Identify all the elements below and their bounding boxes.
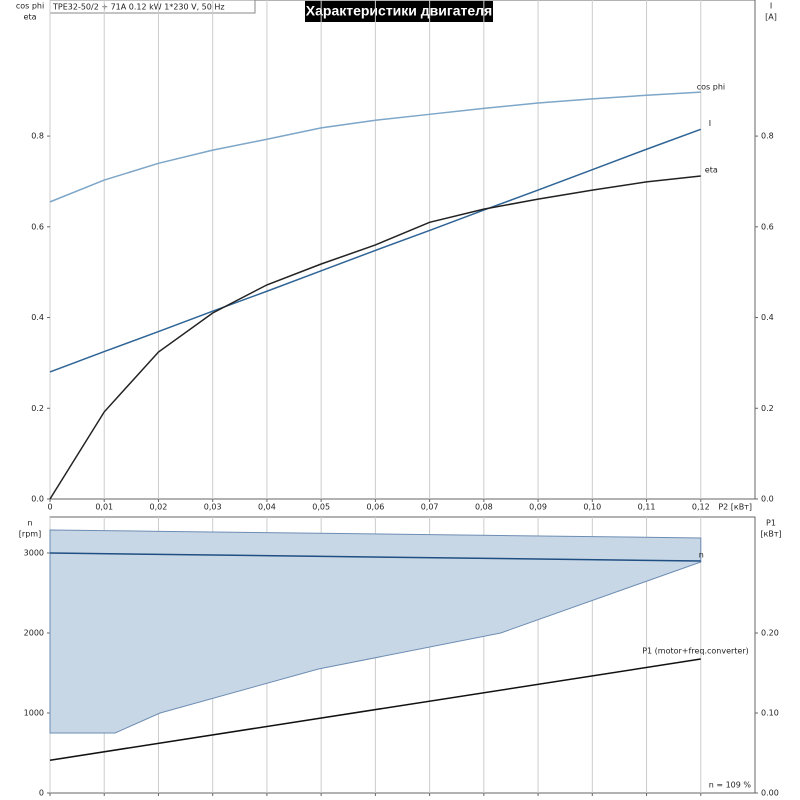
y-tick-label: 1000 <box>24 709 44 718</box>
x-tick-label: 0,01 <box>95 503 113 512</box>
series-line <box>49 91 701 203</box>
y-axis-label: eta <box>24 13 37 22</box>
series-label: cos phi <box>697 83 725 92</box>
note: n = 109 % <box>709 781 752 790</box>
x-tick-label: 0,03 <box>204 503 222 512</box>
y-tick-label: 3000 <box>24 549 44 558</box>
series-line <box>49 175 701 500</box>
y2-tick-label: 0.0 <box>761 495 774 504</box>
y2-axis-label: [A] <box>765 13 777 22</box>
header: TPE32-50/2 + 71A 0.12 kW 1*230 V, 50 Hz <box>52 3 225 12</box>
title: Характеристики двигателя <box>306 3 492 19</box>
x-tick-label: 0,09 <box>529 503 547 512</box>
y-axis-label: cos phi <box>16 2 44 11</box>
y2-tick-label: 0.10 <box>761 709 779 718</box>
x-tick-label: 0,04 <box>258 503 276 512</box>
x-tick-label: 0,10 <box>583 503 601 512</box>
x-axis-label: P2 [кВт] <box>718 503 752 512</box>
y-tick-label: 2000 <box>24 629 44 638</box>
top-plot-frame <box>49 0 756 500</box>
y-tick-label: 0 <box>39 789 44 798</box>
y2-axis-label: P1 <box>766 519 776 528</box>
series-line <box>49 658 701 761</box>
series-line <box>49 128 702 373</box>
y2-axis-label: [кВт] <box>760 530 781 539</box>
x-tick-label: 0,07 <box>421 503 439 512</box>
y2-tick-label: 0.6 <box>761 222 774 231</box>
x-tick-label: 0,11 <box>638 503 656 512</box>
series-line <box>49 552 701 562</box>
x-tick-label: 0,06 <box>366 503 384 512</box>
series-label: I <box>709 119 711 128</box>
y-tick-label: 0.8 <box>31 132 44 141</box>
y-tick-label: 0.2 <box>31 404 44 413</box>
x-tick-label: 0,12 <box>692 503 710 512</box>
range-band <box>49 529 702 734</box>
series-label: n <box>699 551 704 560</box>
series-label: P1 (motor+freq.converter) <box>642 647 749 656</box>
y-tick-label: 0.0 <box>31 495 44 504</box>
y2-tick-label: 0.2 <box>761 404 774 413</box>
series-label: eta <box>705 166 718 175</box>
y-axis-label: n <box>27 519 32 528</box>
x-tick-label: 0,08 <box>475 503 493 512</box>
title-box <box>305 1 493 22</box>
x-tick-label: 0,05 <box>312 503 330 512</box>
y2-tick-label: 0.00 <box>761 789 779 798</box>
x-tick-label: 0,02 <box>150 503 168 512</box>
y2-tick-label: 0.20 <box>761 629 779 638</box>
y2-axis-label: I <box>770 2 772 11</box>
y-tick-label: 0.4 <box>31 313 44 322</box>
x-tick-label: 0 <box>47 503 52 512</box>
y-tick-label: 0.6 <box>31 222 44 231</box>
y-axis-label: [rpm] <box>19 530 41 539</box>
y2-tick-label: 0.8 <box>761 132 774 141</box>
y2-tick-label: 0.4 <box>761 313 774 322</box>
